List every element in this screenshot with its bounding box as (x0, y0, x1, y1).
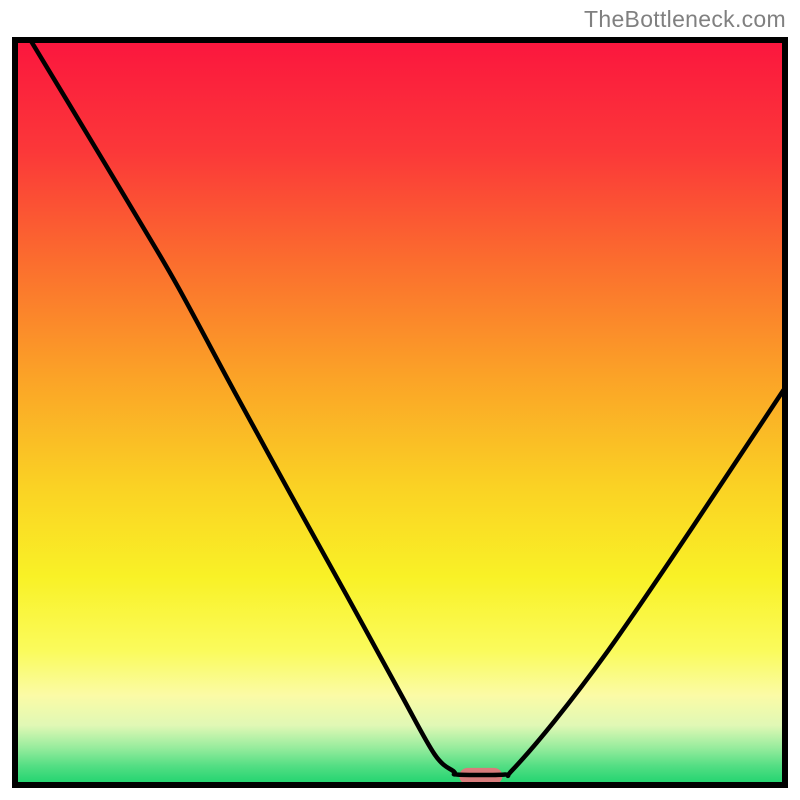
plot-area (15, 40, 785, 785)
chart-container: TheBottleneck.com (0, 0, 800, 800)
bottleneck-chart (0, 0, 800, 800)
gradient-background (15, 40, 785, 785)
watermark-text: TheBottleneck.com (584, 6, 786, 33)
